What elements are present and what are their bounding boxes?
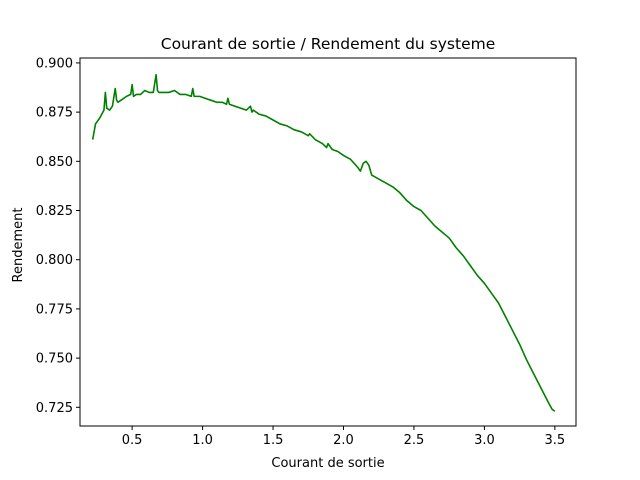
- plot-area: [79, 57, 577, 427]
- y-tick-label: 0.775: [36, 302, 73, 317]
- x-tick-label: 0.5: [122, 433, 143, 448]
- y-tick-label: 0.750: [36, 352, 73, 367]
- x-tick-label: 1.5: [263, 433, 284, 448]
- axes-frame: [79, 57, 577, 427]
- y-axis: 0.725 0.750 0.775 0.800 0.825 0.850 0.875 0.900: [36, 56, 80, 416]
- chart-title: Courant de sortie / Rendement du systeme: [161, 35, 496, 53]
- y-axis-title: Rendement: [11, 208, 26, 283]
- y-tick-label: 0.900: [36, 56, 73, 71]
- x-axis-title: Courant de sortie: [271, 456, 384, 471]
- y-tick-label: 0.800: [36, 253, 73, 268]
- x-tick-label: 3.0: [474, 433, 495, 448]
- y-tick-label: 0.850: [36, 155, 73, 170]
- x-tick-label: 3.5: [545, 433, 566, 448]
- series-line-0: [91, 73, 556, 412]
- x-axis: 0.5 1.0 1.5 2.0 2.5 3.0 3.5: [122, 426, 565, 448]
- y-tick-label: 0.875: [36, 106, 73, 121]
- y-tick-label: 0.825: [36, 204, 73, 219]
- x-tick-label: 2.0: [333, 433, 354, 448]
- x-tick-label: 2.5: [404, 433, 425, 448]
- y-tick-label: 0.725: [36, 401, 73, 416]
- x-tick-label: 1.0: [192, 433, 213, 448]
